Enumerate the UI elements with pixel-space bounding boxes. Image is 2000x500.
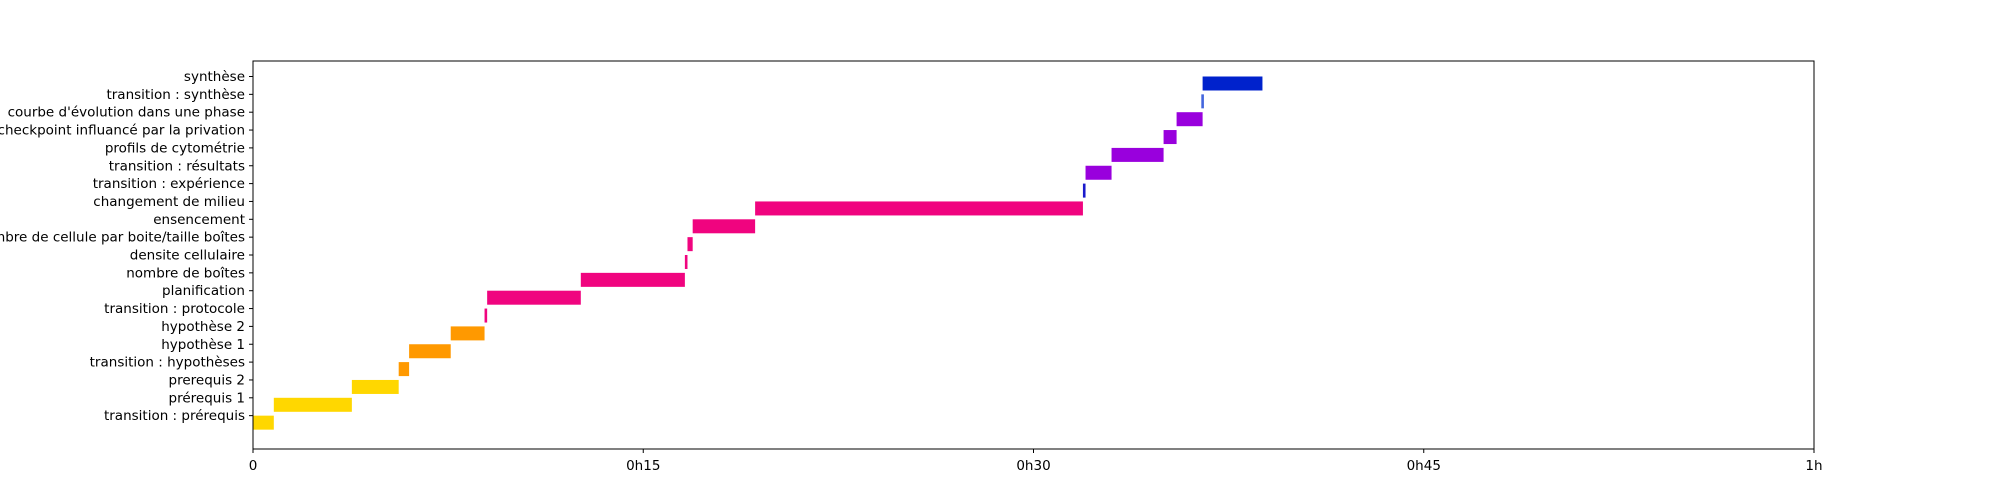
- y-tick-label: profils de cytométrie: [105, 140, 245, 156]
- y-tick-label: transition : synthèse: [106, 87, 245, 103]
- bar-7: [487, 290, 581, 305]
- bar-0: [253, 415, 274, 430]
- y-tick-label: nombre de cellule par boite/taille boîte…: [0, 230, 245, 246]
- bar-12: [755, 201, 1083, 216]
- x-tick-label: 0h30: [1016, 458, 1050, 474]
- y-tick-label: hypothèse 2: [161, 319, 245, 335]
- y-tick-label: transition : résultats: [109, 158, 245, 174]
- y-tick-label: courbe d'évolution dans une phase: [8, 105, 245, 121]
- bar-14: [1085, 165, 1112, 180]
- bar-10: [687, 237, 693, 252]
- bar-13: [1082, 183, 1086, 198]
- y-tick-label: transition : hypothèses: [90, 355, 245, 371]
- y-axis: transition : prérequis prérequis 1 prerequ…: [0, 69, 253, 424]
- x-tick-label: 0h15: [626, 458, 660, 474]
- bar-5: [450, 326, 485, 341]
- x-tick-label: 0h45: [1407, 458, 1441, 474]
- y-tick-label: synthèse: [184, 69, 245, 85]
- bar-1: [273, 397, 352, 412]
- bar-8: [580, 272, 685, 287]
- x-tick-label: 0: [249, 458, 258, 474]
- x-tick-label: 1h: [1805, 458, 1822, 474]
- plot-frame: [252, 60, 1815, 450]
- y-tick-label: ensencement: [153, 212, 245, 228]
- bar-4: [409, 344, 451, 359]
- y-tick-label: changement de milieu: [93, 194, 245, 210]
- y-tick-label: prerequis 2: [169, 372, 245, 388]
- y-tick-label: hypothèse 1: [161, 337, 245, 353]
- bar-9: [684, 255, 688, 269]
- y-tick-label: densite cellulaire: [130, 248, 245, 264]
- x-axis: 0 0h15 0h30 0h45 1h: [249, 449, 1823, 474]
- bar-6: [484, 308, 488, 323]
- bar-16: [1163, 130, 1177, 145]
- y-tick-label: checkpoint influancé par la privation: [0, 123, 245, 139]
- y-tick-label: transition : prérequis: [104, 408, 245, 424]
- y-tick-label: planification: [162, 283, 245, 299]
- bar-layer: [253, 76, 1263, 430]
- bar-17: [1176, 112, 1203, 127]
- bar-19: [1202, 76, 1263, 91]
- bar-2: [351, 379, 399, 394]
- y-tick-label: transition : expérience: [93, 176, 245, 192]
- bar-15: [1111, 147, 1164, 162]
- y-tick-label: nombre de boîtes: [126, 265, 245, 281]
- bar-3: [398, 362, 410, 377]
- y-tick-label: prérequis 1: [169, 390, 245, 406]
- bar-18: [1201, 94, 1204, 109]
- bar-11: [692, 219, 756, 234]
- y-tick-label: transition : protocole: [104, 301, 245, 317]
